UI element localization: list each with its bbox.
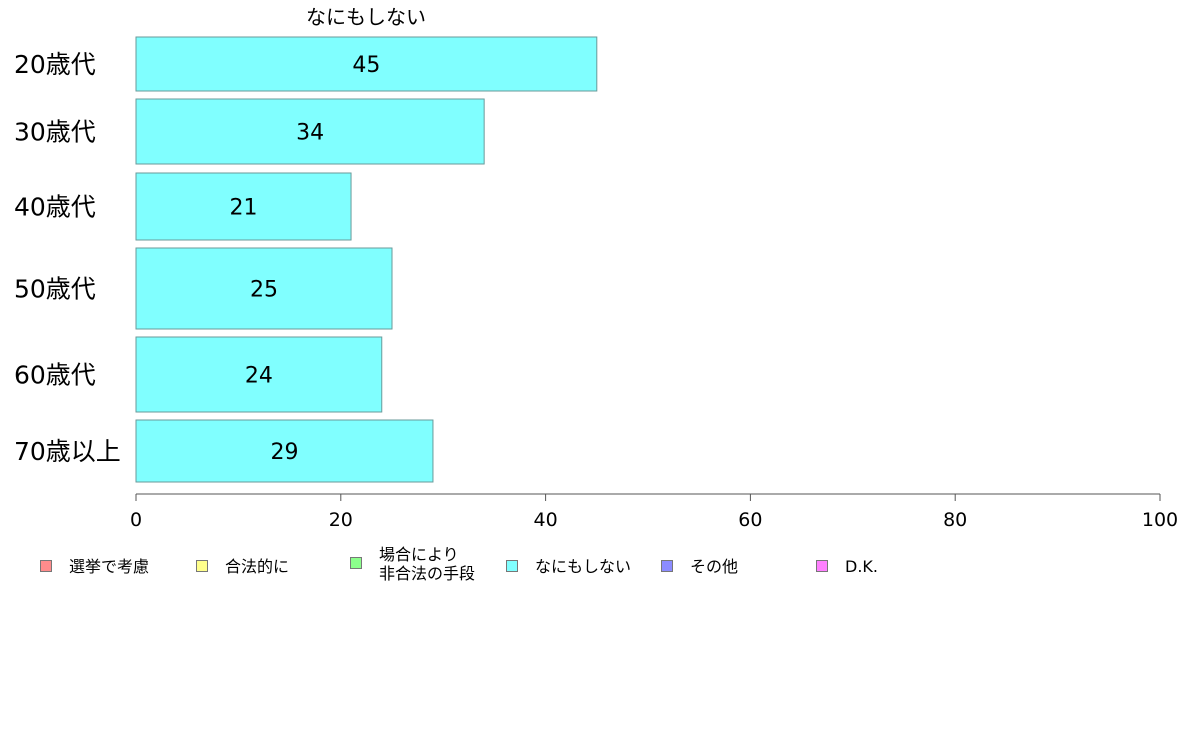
bar-0 bbox=[135, 36, 598, 92]
legend-item: D.K. bbox=[816, 557, 878, 576]
legend-swatch bbox=[506, 560, 518, 572]
legend-label: 場合により 非合法の手段 bbox=[379, 545, 476, 583]
x-tick-label: 0 bbox=[130, 509, 142, 531]
bar-1 bbox=[135, 98, 485, 165]
category-label: 40歳代 bbox=[14, 193, 96, 222]
x-tick-label: 20 bbox=[329, 509, 353, 531]
legend-item: 選挙で考慮 bbox=[40, 557, 149, 576]
bar-value-label: 45 bbox=[352, 53, 380, 78]
x-tick-label: 100 bbox=[1142, 509, 1178, 531]
bar-5 bbox=[135, 419, 434, 483]
legend-swatch bbox=[661, 560, 673, 572]
legend-item: なにもしない bbox=[506, 557, 631, 576]
legend-swatch bbox=[816, 560, 828, 572]
x-tick-label: 60 bbox=[738, 509, 762, 531]
bar-value-label: 34 bbox=[296, 121, 324, 146]
category-labels-group: 20歳代 30歳代 40歳代 50歳代 60歳代 70歳以上 bbox=[14, 50, 121, 466]
category-label: 30歳代 bbox=[14, 118, 96, 147]
bar-value-label: 21 bbox=[230, 196, 258, 221]
bar-3 bbox=[135, 247, 393, 330]
x-tick-label: 40 bbox=[534, 509, 558, 531]
x-axis: 0 20 40 60 80 100 bbox=[130, 493, 1178, 531]
bar-value-label: 29 bbox=[270, 440, 298, 465]
legend-item: その他 bbox=[661, 557, 738, 576]
legend-swatch bbox=[196, 560, 208, 572]
bar-chart: なにもしない 45 34 21 25 24 29 20歳代 30歳代 40歳代 50歳代 60歳代… bbox=[14, 5, 1178, 531]
legend-label: D.K. bbox=[845, 557, 878, 576]
chart-title: なにもしない bbox=[306, 5, 426, 29]
legend-label: なにもしない bbox=[535, 557, 632, 576]
bar-2 bbox=[135, 172, 352, 241]
x-tick-label: 80 bbox=[943, 509, 967, 531]
legend-item: 場合により 非合法の手段 bbox=[350, 545, 475, 583]
bars-group: 45 34 21 25 24 29 bbox=[135, 36, 598, 483]
legend-swatch bbox=[350, 557, 362, 569]
legend-label: その他 bbox=[690, 557, 739, 576]
legend-item: 合法的に bbox=[196, 557, 289, 576]
legend-swatch bbox=[40, 560, 52, 572]
bar-value-label: 25 bbox=[250, 278, 278, 303]
bar-4 bbox=[135, 336, 383, 413]
legend: 選挙で考慮 合法的に 場合により 非合法の手段 なにもしない その他 D.K. bbox=[0, 540, 1188, 600]
legend-label: 選挙で考慮 bbox=[69, 557, 150, 576]
category-label: 70歳以上 bbox=[14, 437, 121, 466]
legend-label: 合法的に bbox=[225, 557, 290, 576]
category-label: 60歳代 bbox=[14, 361, 96, 390]
category-label: 20歳代 bbox=[14, 50, 96, 79]
bar-value-label: 24 bbox=[245, 364, 273, 389]
category-label: 50歳代 bbox=[14, 275, 96, 304]
